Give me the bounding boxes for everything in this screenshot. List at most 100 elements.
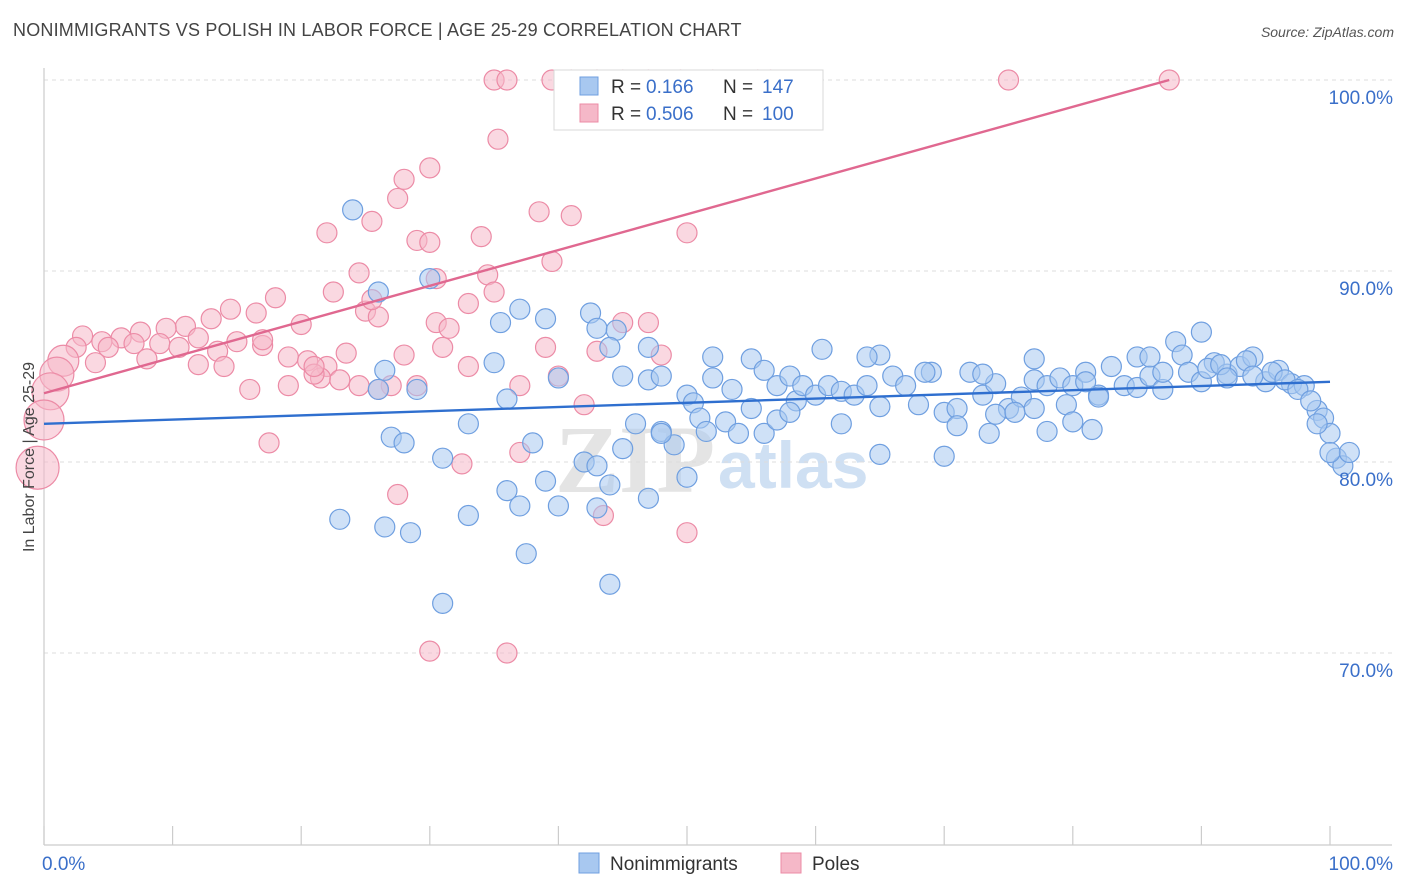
nonimmigrant-point bbox=[367, 281, 389, 303]
nonimmigrant-point bbox=[650, 365, 672, 387]
series-nonimmigrants bbox=[329, 199, 1360, 614]
pole-point bbox=[393, 168, 415, 190]
nonimmigrant-point bbox=[483, 352, 505, 374]
pole-point bbox=[534, 336, 557, 358]
nonimmigrant-point bbox=[1023, 397, 1045, 420]
pole-point bbox=[168, 336, 190, 358]
series-poles bbox=[15, 69, 1180, 664]
nonimmigrant-point bbox=[978, 422, 1000, 444]
nonimmigrant-point bbox=[1139, 346, 1161, 368]
legend-n-label: N = bbox=[723, 77, 753, 98]
pole-point bbox=[329, 369, 351, 391]
pole-point bbox=[200, 308, 222, 330]
nonimmigrant-point bbox=[895, 375, 917, 397]
pole-point bbox=[387, 483, 409, 506]
nonimmigrant-point bbox=[367, 378, 389, 401]
pole-point bbox=[277, 346, 299, 368]
legend-n-value: 100 bbox=[762, 104, 794, 125]
nonimmigrant-point bbox=[869, 396, 891, 418]
chart-title: NONIMMIGRANTS VS POLISH IN LABOR FORCE |… bbox=[13, 20, 742, 40]
nonimmigrant-point bbox=[457, 504, 479, 527]
pole-point bbox=[387, 187, 409, 210]
pole-point bbox=[487, 128, 509, 150]
pole-point bbox=[239, 378, 261, 401]
nonimmigrant-point bbox=[830, 413, 852, 435]
x-tick-label: 0.0% bbox=[42, 854, 85, 875]
pole-point bbox=[393, 344, 415, 366]
nonimmigrant-point bbox=[1152, 361, 1174, 383]
bottom-legend-swatch-poles bbox=[780, 852, 802, 874]
pole-point bbox=[496, 69, 518, 91]
nonimmigrant-point bbox=[515, 543, 537, 565]
nonimmigrant-point bbox=[586, 497, 608, 519]
nonimmigrant-point bbox=[624, 413, 647, 435]
legend-r-label: R = bbox=[611, 77, 641, 98]
pole-point bbox=[432, 336, 454, 358]
pole-point bbox=[676, 522, 698, 544]
pole-point bbox=[637, 311, 660, 334]
pole-point bbox=[438, 317, 460, 339]
pole-point bbox=[573, 394, 595, 416]
pole-point bbox=[348, 375, 370, 397]
nonimmigrant-point bbox=[695, 420, 717, 443]
pole-point bbox=[23, 399, 65, 441]
nonimmigrant-point bbox=[374, 516, 396, 538]
nonimmigrant-point bbox=[599, 474, 621, 496]
y-tick-label: 90.0% bbox=[1339, 279, 1393, 300]
nonimmigrant-point bbox=[1036, 420, 1058, 443]
pole-point bbox=[348, 262, 370, 284]
nonimmigrant-point bbox=[522, 432, 544, 454]
nonimmigrant-point bbox=[914, 361, 936, 383]
nonimmigrant-point bbox=[721, 378, 743, 401]
nonimmigrant-point bbox=[1075, 371, 1097, 393]
nonimmigrant-point bbox=[1216, 367, 1238, 389]
source-label: Source: ZipAtlas.com bbox=[1260, 24, 1394, 40]
nonimmigrant-point bbox=[740, 397, 762, 420]
nonimmigrant-point bbox=[432, 592, 454, 614]
nonimmigrant-point bbox=[534, 308, 557, 330]
nonimmigrant-point bbox=[637, 336, 660, 358]
nonimmigrant-point bbox=[856, 346, 878, 368]
legend-swatch-nonimmigrants bbox=[579, 76, 599, 96]
legend-r-value: 0.166 bbox=[646, 77, 694, 98]
nonimmigrant-point bbox=[599, 336, 621, 358]
nonimmigrant-point bbox=[599, 573, 621, 595]
nonimmigrant-point bbox=[509, 495, 531, 517]
nonimmigrant-point bbox=[534, 470, 557, 492]
nonimmigrant-point bbox=[779, 401, 801, 423]
nonimmigrant-point bbox=[1300, 390, 1322, 412]
pole-point bbox=[528, 201, 550, 223]
nonimmigrant-point bbox=[342, 199, 364, 221]
nonimmigrant-point bbox=[753, 359, 775, 381]
pole-point bbox=[264, 287, 287, 309]
nonimmigrant-point bbox=[702, 346, 724, 368]
trend-line-nonimmigrants bbox=[43, 380, 1331, 425]
pole-point bbox=[258, 432, 280, 454]
pole-point bbox=[213, 355, 235, 378]
nonimmigrant-point bbox=[869, 443, 891, 465]
nonimmigrant-point bbox=[985, 403, 1007, 425]
pole-point bbox=[560, 205, 582, 227]
pole-point bbox=[97, 336, 119, 358]
y-axis-title: In Labor Force | Age 25-29 bbox=[21, 362, 38, 552]
pole-point bbox=[470, 226, 492, 248]
x-tick-label: 100.0% bbox=[1329, 854, 1394, 875]
nonimmigrant-point bbox=[676, 466, 698, 488]
pole-point bbox=[15, 445, 60, 490]
pole-point bbox=[483, 281, 505, 303]
nonimmigrant-point bbox=[586, 317, 608, 339]
nonimmigrant-point bbox=[399, 522, 422, 544]
legend-n-value: 147 bbox=[762, 77, 794, 98]
pole-point bbox=[187, 327, 209, 349]
nonimmigrant-point bbox=[612, 365, 634, 387]
nonimmigrant-point bbox=[856, 375, 878, 397]
nonimmigrant-point bbox=[329, 508, 351, 530]
nonimmigrant-point bbox=[1100, 355, 1122, 378]
nonimmigrant-point bbox=[393, 432, 415, 454]
legend-n-label: N = bbox=[723, 104, 753, 125]
nonimmigrant-point bbox=[702, 367, 724, 389]
nonimmigrant-point bbox=[1023, 348, 1045, 370]
nonimmigrant-point bbox=[1306, 413, 1328, 435]
pole-point bbox=[457, 292, 479, 315]
nonimmigrant-point bbox=[489, 311, 512, 334]
